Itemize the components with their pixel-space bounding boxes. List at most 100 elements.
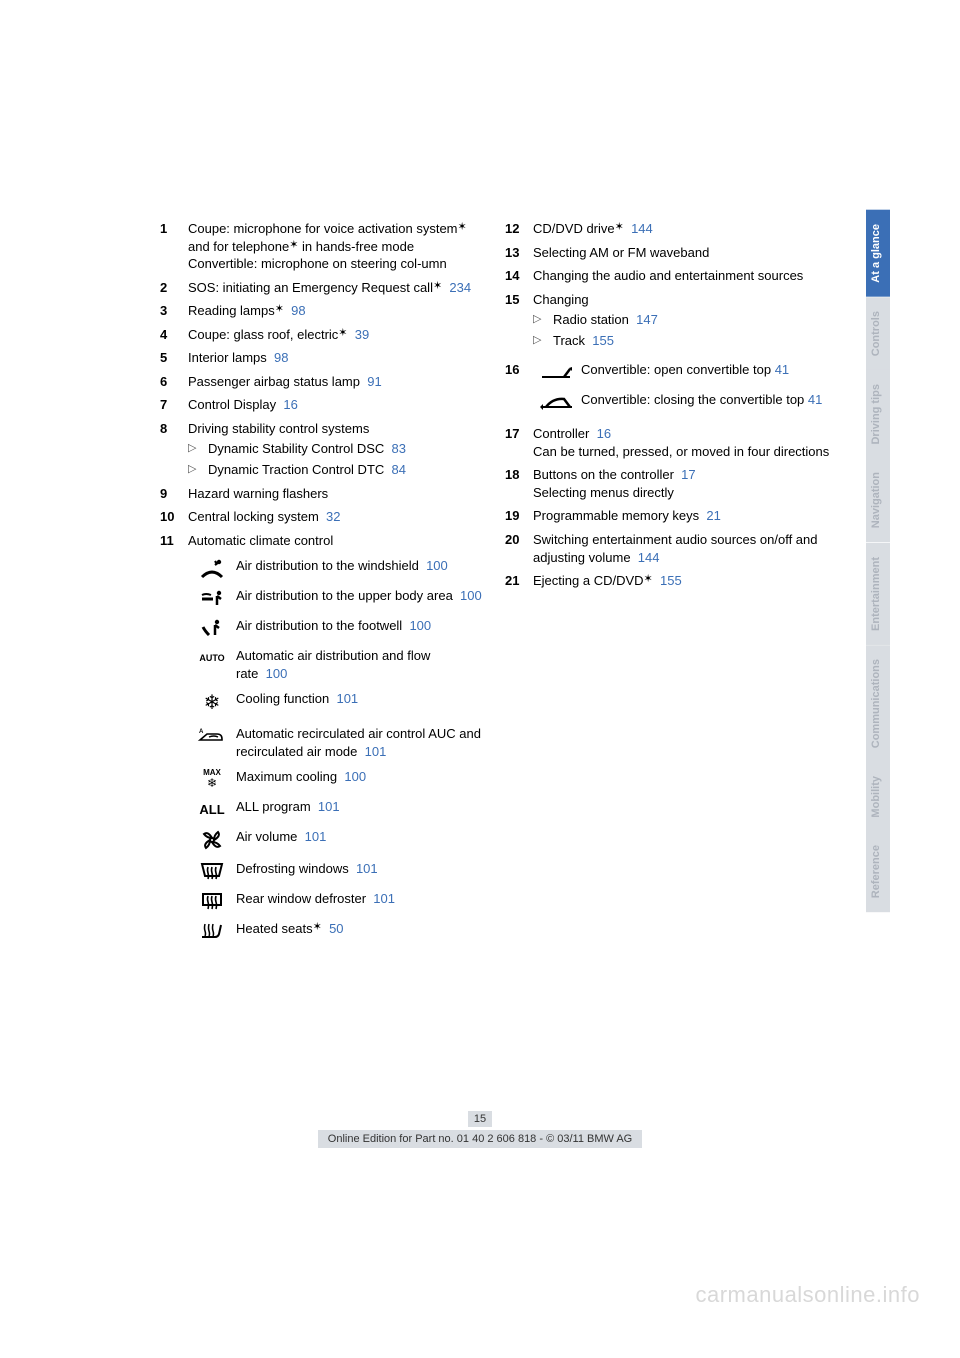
page-link[interactable]: 144 bbox=[631, 221, 653, 236]
item-13: 13 Selecting AM or FM waveband bbox=[505, 244, 830, 262]
page-link[interactable]: 101 bbox=[336, 691, 358, 706]
page-link[interactable]: 84 bbox=[392, 462, 406, 477]
item-4: 4 Coupe: glass roof, electric✶ 39 bbox=[160, 326, 485, 344]
page-link[interactable]: 98 bbox=[274, 350, 288, 365]
climate-row: Rear window defroster 101 bbox=[188, 890, 485, 912]
tab-communications[interactable]: Communications bbox=[866, 645, 890, 762]
star-icon: ✶ bbox=[615, 221, 624, 233]
page-link[interactable]: 101 bbox=[356, 861, 378, 876]
tab-at-a-glance[interactable]: At a glance bbox=[866, 210, 890, 297]
top-close-icon bbox=[533, 391, 581, 413]
fan-icon bbox=[188, 828, 236, 852]
page-link[interactable]: 147 bbox=[636, 312, 658, 327]
page-link[interactable]: 98 bbox=[291, 303, 305, 318]
item-8: 8 Driving stability control systems ▷Dyn… bbox=[160, 420, 485, 479]
item-11: 11 Automatic climate control Air distrib… bbox=[160, 532, 485, 943]
page-link[interactable]: 16 bbox=[283, 397, 297, 412]
page-link[interactable]: 32 bbox=[326, 509, 340, 524]
star-icon: ✶ bbox=[458, 221, 467, 233]
content-area: 1 Coupe: microphone for voice activation… bbox=[160, 220, 830, 948]
triangle-icon: ▷ bbox=[533, 332, 553, 350]
max-cooling-icon: MAX❄ bbox=[188, 768, 236, 790]
star-icon: ✶ bbox=[644, 573, 653, 585]
page-link[interactable]: 16 bbox=[597, 426, 611, 441]
climate-row: ❄ Cooling function 101 bbox=[188, 690, 485, 717]
page-link[interactable]: 144 bbox=[638, 550, 660, 565]
page-link[interactable]: 234 bbox=[449, 280, 471, 295]
page-link[interactable]: 21 bbox=[706, 508, 720, 523]
star-icon: ✶ bbox=[433, 280, 442, 292]
section-tabs: At a glance Controls Driving tips Naviga… bbox=[866, 210, 890, 913]
triangle-icon: ▷ bbox=[533, 311, 553, 329]
recirculate-icon: A bbox=[188, 725, 236, 747]
item-15: 15 Changing ▷Radio station 147 ▷Track 15… bbox=[505, 291, 830, 350]
sub-item: ▷Dynamic Traction Control DTC 84 bbox=[188, 461, 485, 479]
air-upper-body-icon bbox=[188, 587, 236, 609]
item-18: 18 Buttons on the controller 17 Selectin… bbox=[505, 466, 830, 501]
page-link[interactable]: 101 bbox=[318, 799, 340, 814]
item-16: 16 Convertible: open convertible top 41 … bbox=[505, 361, 830, 413]
page-footer: 15 Online Edition for Part no. 01 40 2 6… bbox=[0, 1110, 960, 1148]
item-9: 9 Hazard warning flashers bbox=[160, 485, 485, 503]
page-link[interactable]: 100 bbox=[460, 588, 482, 603]
page-link[interactable]: 100 bbox=[409, 618, 431, 633]
page-link[interactable]: 155 bbox=[660, 573, 682, 588]
tab-navigation[interactable]: Navigation bbox=[866, 458, 890, 542]
all-icon: ALL bbox=[188, 798, 236, 820]
auto-icon: AUTO bbox=[188, 647, 236, 669]
item-6: 6 Passenger airbag status lamp 91 bbox=[160, 373, 485, 391]
tab-controls[interactable]: Controls bbox=[866, 297, 890, 370]
page-link[interactable]: 101 bbox=[365, 744, 387, 759]
climate-row: Air distribution to the windshield 100 bbox=[188, 557, 485, 579]
star-icon: ✶ bbox=[275, 303, 284, 315]
page-link[interactable]: 101 bbox=[305, 829, 327, 844]
page-link[interactable]: 100 bbox=[266, 666, 288, 681]
climate-row: Air distribution to the footwell 100 bbox=[188, 617, 485, 639]
item-2: 2 SOS: initiating an Emergency Request c… bbox=[160, 279, 485, 297]
climate-row: AUTO Automatic air distribution and flow… bbox=[188, 647, 485, 682]
page-link[interactable]: 17 bbox=[681, 467, 695, 482]
page-link[interactable]: 83 bbox=[392, 441, 406, 456]
top-open-icon bbox=[533, 361, 581, 383]
item-17: 17 Controller 16 Can be turned, pressed,… bbox=[505, 425, 830, 460]
left-column: 1 Coupe: microphone for voice activation… bbox=[160, 220, 485, 948]
tab-reference[interactable]: Reference bbox=[866, 831, 890, 912]
triangle-icon: ▷ bbox=[188, 440, 208, 458]
item-20: 20 Switching entertainment audio sources… bbox=[505, 531, 830, 566]
item-1: 1 Coupe: microphone for voice activation… bbox=[160, 220, 485, 273]
sub-item: ▷Track 155 bbox=[533, 332, 830, 350]
page-link[interactable]: 91 bbox=[367, 374, 381, 389]
page-link[interactable]: 41 bbox=[808, 392, 822, 407]
page-link[interactable]: 100 bbox=[426, 558, 448, 573]
defrost-front-icon bbox=[188, 860, 236, 882]
page-link[interactable]: 41 bbox=[775, 362, 789, 377]
tab-entertainment[interactable]: Entertainment bbox=[866, 543, 890, 645]
right-column: 12 CD/DVD drive✶ 144 13 Selecting AM or … bbox=[505, 220, 830, 948]
sub-item: ▷Radio station 147 bbox=[533, 311, 830, 329]
snowflake-icon: ❄ bbox=[188, 690, 236, 717]
item-21: 21 Ejecting a CD/DVD✶ 155 bbox=[505, 572, 830, 590]
air-footwell-icon bbox=[188, 617, 236, 639]
page-link[interactable]: 100 bbox=[344, 769, 366, 784]
tab-mobility[interactable]: Mobility bbox=[866, 762, 890, 832]
page-link[interactable]: 101 bbox=[373, 891, 395, 906]
heated-seat-icon bbox=[188, 920, 236, 942]
item-10: 10 Central locking system 32 bbox=[160, 508, 485, 526]
item-3: 3 Reading lamps✶ 98 bbox=[160, 302, 485, 320]
item-19: 19 Programmable memory keys 21 bbox=[505, 507, 830, 525]
sub-item: ▷Dynamic Stability Control DSC 83 bbox=[188, 440, 485, 458]
page-link[interactable]: 155 bbox=[592, 333, 614, 348]
item-7: 7 Control Display 16 bbox=[160, 396, 485, 414]
page-link[interactable]: 50 bbox=[329, 921, 343, 936]
climate-row: MAX❄ Maximum cooling 100 bbox=[188, 768, 485, 790]
triangle-icon: ▷ bbox=[188, 461, 208, 479]
defrost-rear-icon bbox=[188, 890, 236, 912]
tab-driving-tips[interactable]: Driving tips bbox=[866, 370, 890, 459]
climate-row: ALL ALL program 101 bbox=[188, 798, 485, 820]
star-icon: ✶ bbox=[338, 327, 347, 339]
item-12: 12 CD/DVD drive✶ 144 bbox=[505, 220, 830, 238]
edition-info: Online Edition for Part no. 01 40 2 606 … bbox=[318, 1130, 642, 1148]
page-link[interactable]: 39 bbox=[355, 327, 369, 342]
item-5: 5 Interior lamps 98 bbox=[160, 349, 485, 367]
svg-text:A: A bbox=[199, 729, 204, 735]
